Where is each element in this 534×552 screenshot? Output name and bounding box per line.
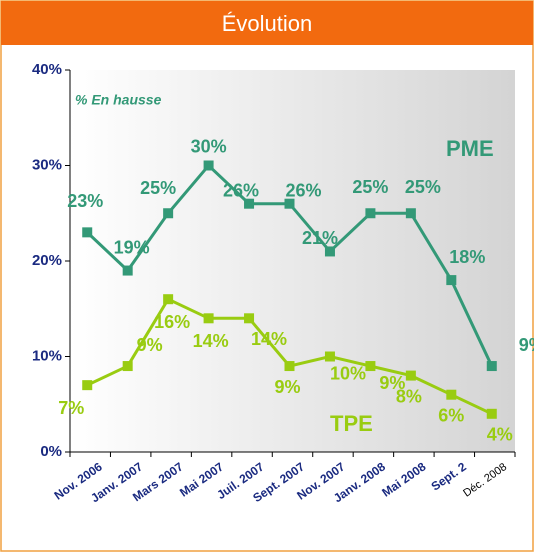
- data-label: 30%: [191, 136, 227, 156]
- data-label: 25%: [140, 178, 176, 198]
- point: [163, 294, 174, 305]
- annotation: % En hausse: [75, 92, 162, 108]
- data-label: 8%: [396, 386, 422, 406]
- point: [446, 389, 457, 400]
- point: [244, 313, 255, 324]
- data-label: 21%: [302, 228, 338, 248]
- point: [486, 408, 497, 419]
- annotation: PME: [446, 136, 494, 161]
- data-label: 10%: [330, 363, 366, 383]
- y-tick-label: 40%: [32, 61, 62, 78]
- data-label: 18%: [449, 247, 485, 267]
- data-label: 25%: [352, 177, 388, 197]
- point: [203, 313, 214, 324]
- point: [324, 351, 335, 362]
- data-label: 9%: [274, 377, 300, 397]
- data-label: 9%: [379, 373, 405, 393]
- data-label: 25%: [405, 177, 441, 197]
- data-label: 4%: [487, 425, 513, 445]
- data-label: 14%: [251, 329, 287, 349]
- data-label: 26%: [285, 180, 321, 200]
- point: [486, 361, 497, 372]
- data-label: 26%: [223, 180, 259, 200]
- data-label: 16%: [154, 312, 190, 332]
- data-label: 9%: [137, 335, 163, 355]
- data-label: 7%: [58, 398, 84, 418]
- point: [122, 361, 133, 372]
- point: [284, 198, 295, 209]
- point: [365, 361, 376, 372]
- data-label: 9%: [519, 335, 534, 355]
- point: [284, 361, 295, 372]
- chart-title: Évolution: [222, 11, 313, 36]
- point: [203, 160, 214, 171]
- y-tick-label: 10%: [32, 347, 62, 364]
- point: [365, 208, 376, 219]
- point: [405, 370, 416, 381]
- point: [163, 208, 174, 219]
- y-tick-label: 30%: [32, 156, 62, 173]
- point: [244, 198, 255, 209]
- point: [324, 246, 335, 257]
- data-label: 19%: [114, 237, 150, 257]
- title-bar: [1, 1, 533, 45]
- point: [82, 227, 93, 238]
- data-label: 23%: [67, 191, 103, 211]
- point: [405, 208, 416, 219]
- y-tick-label: 20%: [32, 252, 62, 269]
- data-label: 14%: [193, 331, 229, 351]
- point: [122, 265, 133, 276]
- annotation: TPE: [330, 411, 373, 436]
- data-label: 6%: [438, 405, 464, 425]
- point: [446, 275, 457, 286]
- point: [82, 380, 93, 391]
- y-tick-label: 0%: [40, 443, 62, 460]
